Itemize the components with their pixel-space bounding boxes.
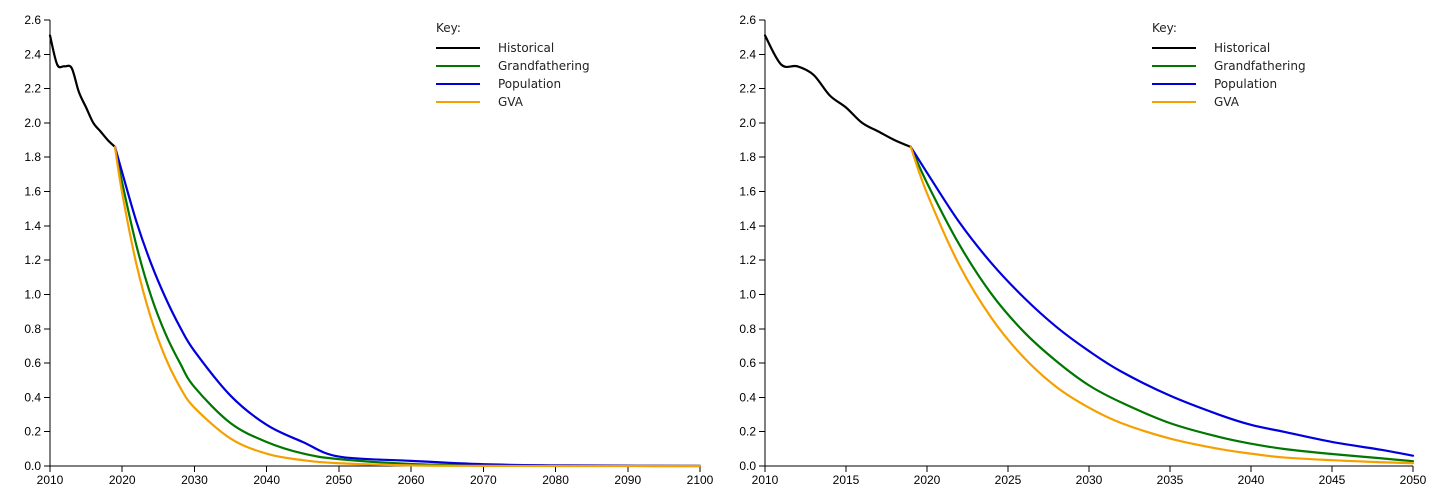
x-tick-label: 2025 xyxy=(995,473,1022,487)
y-tick-label: 2.4 xyxy=(24,47,41,61)
y-tick-label: 1.8 xyxy=(739,150,756,164)
legend-label: Population xyxy=(498,77,561,91)
x-tick-label: 2040 xyxy=(253,473,280,487)
y-tick-label: 0.0 xyxy=(739,459,756,473)
y-tick-label: 1.0 xyxy=(24,287,41,301)
x-tick-label: 2050 xyxy=(1400,473,1427,487)
y-tick-label: 0.4 xyxy=(24,390,41,404)
legend-label: GVA xyxy=(498,95,524,109)
x-tick-label: 2030 xyxy=(181,473,208,487)
x-tick-label: 2070 xyxy=(470,473,497,487)
legend: Key: Historical Grandfathering Population GV… xyxy=(436,21,590,109)
x-tick-label: 2020 xyxy=(914,473,941,487)
series-line-population xyxy=(113,145,702,467)
x-tick-label: 2015 xyxy=(833,473,860,487)
x-tick-label: 2045 xyxy=(1319,473,1346,487)
y-tick-label: 1.0 xyxy=(739,287,756,301)
legend-title: Key: xyxy=(1152,21,1177,35)
x-tick-label: 2080 xyxy=(542,473,569,487)
series-line-historical xyxy=(763,34,912,149)
y-tick-label: 2.6 xyxy=(24,13,41,27)
series-line-historical xyxy=(48,34,117,149)
y-tick-label: 0.6 xyxy=(24,356,41,370)
legend-label: Historical xyxy=(498,41,554,55)
legend-title: Key: xyxy=(436,21,461,35)
y-tick-label: 2.6 xyxy=(739,13,756,27)
chart-1: 0.0 0.2 0.4 0.6 0.8 1.0 1.2 1.4 1.6 1.8 2.0 2.2 2.4 2… xyxy=(24,13,713,487)
y-tick-label: 0.2 xyxy=(24,425,41,439)
series-line-grandfathering xyxy=(113,145,702,468)
y-tick-label: 1.2 xyxy=(24,253,41,267)
y-tick-label: 2.0 xyxy=(739,116,756,130)
legend-label: Historical xyxy=(1214,41,1270,55)
x-tick-label: 2060 xyxy=(398,473,425,487)
y-tick-label: 2.0 xyxy=(24,116,41,130)
y-tick-label: 1.6 xyxy=(24,185,41,199)
legend-label: GVA xyxy=(1214,95,1240,109)
y-tick-label: 2.2 xyxy=(24,82,41,96)
x-tick-label: 2035 xyxy=(1157,473,1184,487)
y-tick-label: 0.8 xyxy=(739,322,756,336)
series-line-gva xyxy=(909,145,1415,465)
y-tick-label: 1.4 xyxy=(739,219,756,233)
y-tick-label: 1.2 xyxy=(739,253,756,267)
series-line-gva xyxy=(113,145,702,468)
x-tick-label: 2020 xyxy=(109,473,136,487)
chart-2: 0.0 0.2 0.4 0.6 0.8 1.0 1.2 1.4 1.6 1.8 2.0 2.2 2.4 2… xyxy=(739,13,1426,487)
legend-label: Grandfathering xyxy=(1214,59,1306,73)
y-tick-label: 0.8 xyxy=(24,322,41,336)
y-tick-label: 2.2 xyxy=(739,82,756,96)
y-tick-label: 2.4 xyxy=(739,47,756,61)
y-tick-label: 0.6 xyxy=(739,356,756,370)
series-line-population xyxy=(909,145,1415,457)
x-tick-label: 2030 xyxy=(1076,473,1103,487)
legend-label: Grandfathering xyxy=(498,59,590,73)
legend: Key: Historical Grandfathering Population GV… xyxy=(1152,21,1306,109)
x-tick-label: 2010 xyxy=(752,473,779,487)
legend-label: Population xyxy=(1214,77,1277,91)
y-tick-label: 1.6 xyxy=(739,185,756,199)
y-tick-label: 1.8 xyxy=(24,150,41,164)
y-tick-label: 0.0 xyxy=(24,459,41,473)
y-tick-label: 1.4 xyxy=(24,219,41,233)
series-line-grandfathering xyxy=(909,145,1415,463)
y-tick-label: 0.4 xyxy=(739,390,756,404)
x-tick-label: 2090 xyxy=(614,473,641,487)
x-tick-label: 2100 xyxy=(687,473,714,487)
x-tick-label: 2040 xyxy=(1238,473,1265,487)
y-tick-label: 0.2 xyxy=(739,425,756,439)
x-tick-label: 2010 xyxy=(37,473,64,487)
x-tick-label: 2050 xyxy=(326,473,353,487)
